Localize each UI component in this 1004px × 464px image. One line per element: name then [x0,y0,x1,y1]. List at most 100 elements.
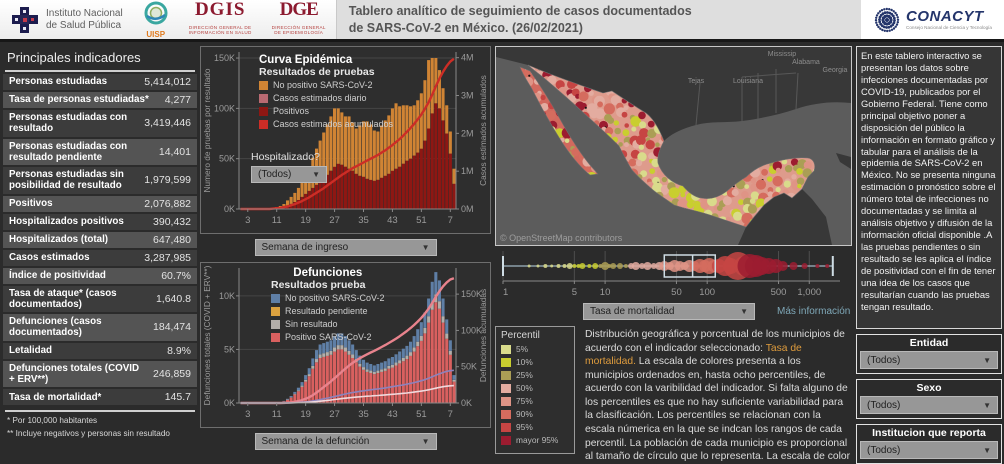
chevron-down-icon: ▼ [421,437,430,446]
indicator-row[interactable]: Hospitalizados positivos 390,432 [3,213,197,232]
percentile-item[interactable]: 5% [501,343,569,356]
svg-text:10: 10 [600,287,611,297]
indicator-value: 390,432 [153,215,191,228]
distribution-strip-plot[interactable]: 1 5 10 50 100 500 1,000 [495,249,850,298]
sidebar-indicators: Principales indicadores Personas estudia… [3,46,197,462]
percentile-item[interactable]: 25% [501,369,569,382]
page-title: Tablero analítico de seguimiento de caso… [348,3,692,35]
svg-text:5: 5 [572,287,577,297]
indicator-row[interactable]: Defunciones (casos documentados) 184,474 [3,314,197,343]
chevron-down-icon: ▼ [983,445,991,455]
filter-title: Institucion que reporta [872,427,986,439]
indicator-label: Tasa de personas estudiadas* [9,94,149,106]
indicator-row[interactable]: Personas estudiadas con resultado pendie… [3,138,197,168]
svg-text:5K: 5K [224,344,235,354]
dge-logo-text: DGE [279,0,319,20]
indicator-label: Personas estudiadas con resultado [9,112,128,135]
percentile-item[interactable]: 50% [501,382,569,395]
percentile-item[interactable]: 10% [501,356,569,369]
hospitalized-dropdown[interactable]: (Todos) ▼ [251,166,327,183]
chevron-down-icon: ▼ [312,170,320,179]
insp-name: Instituto Nacional de Salud Pública [46,8,123,31]
percentile-legend: Percentil 5% 10% 25% 50% 75% 90% 95% may… [495,326,575,454]
filter-title: Entidad [909,337,949,349]
footnote-1: * Por 100,000 habitantes [7,416,98,426]
week-death-dropdown[interactable]: Semana de la defunción ▼ [254,433,437,450]
insp-logo-icon [12,6,38,33]
filter-dropdown[interactable]: (Todos) ▼ [860,396,998,414]
svg-text:10K: 10K [219,291,235,301]
info-text-panel: En este tablero interactivo se presentan… [856,46,1002,329]
svg-text:1,000: 1,000 [797,287,821,297]
svg-text:3: 3 [245,215,250,226]
svg-text:0K: 0K [461,398,472,408]
filter-entidad: Entidad (Todos) ▼ [856,334,1002,374]
svg-text:51: 51 [416,215,427,226]
dgis-logo-block: DGIS DIRECCIÓN GENERAL DE INFORMACIÓN EN … [179,0,262,39]
svg-text:11: 11 [272,215,282,226]
indicator-value: 2,076,882 [144,197,191,210]
percentile-item[interactable]: mayor 95% [501,434,569,447]
svg-text:1: 1 [503,287,508,297]
svg-text:Casos estimados acumulados: Casos estimados acumulados [478,75,488,186]
indicator-value: 4,277 [164,94,191,106]
week-admission-dropdown[interactable]: Semana de ingreso ▼ [254,239,437,256]
indicator-label: Personas estudiadas con resultado pendie… [9,140,128,163]
mortality-rate-dropdown[interactable]: Tasa de mortalidad ▼ [583,303,755,320]
indicator-row[interactable]: Personas estudiadas 5,414,012 [3,74,197,92]
indicator-row[interactable]: Personas estudiadas sin posibilidad de r… [3,167,197,196]
deaths-chart[interactable]: 0K 5K 10K 0K 50K 100K 150K 3 11 19 27 35 43 51 7 Defunc… [201,263,490,427]
svg-text:43: 43 [387,215,398,226]
selected-indicator-highlight: Tasa de mortalidad. [585,342,802,368]
percentile-item[interactable]: 90% [501,408,569,421]
indicator-value: 8.9% [167,344,191,357]
indicator-row[interactable]: Tasa de personas estudiadas* 4,277 [3,92,197,110]
uisp-logo-block: UISP [133,0,179,39]
indicator-row[interactable]: Positivos 2,076,882 [3,195,197,214]
indicator-value: 5,414,012 [144,76,191,88]
indicator-row[interactable]: Hospitalizados (total) 647,480 [3,231,197,250]
indicator-value: 3,419,446 [144,117,191,130]
filter-dropdown[interactable]: (Todos) ▼ [860,351,998,369]
indicator-row[interactable]: Defunciones totales (COVID + ERV**) 246,… [3,360,197,390]
percentile-swatch [501,410,511,420]
svg-text:Defunciones totales (COVID + E: Defunciones totales (COVID + ERV**) [202,265,212,405]
indicator-value: 14,401 [158,145,191,158]
filter-title: Sexo [916,382,942,394]
indicator-row[interactable]: Tasa de ataque* (casos documentados) 1,6… [3,285,197,315]
indicator-row[interactable]: Casos estimados 3,287,985 [3,249,197,268]
svg-text:35: 35 [358,409,369,420]
svg-text:43: 43 [387,409,398,420]
more-info-link[interactable]: Más información [777,306,851,317]
indicator-row[interactable]: Personas estudiadas con resultado 3,419,… [3,110,197,139]
conacyt-caption: Consejo Nacional de Ciencia y Tecnología [906,24,992,30]
percentile-swatch [501,384,511,394]
indicator-row[interactable]: Índice de positividad 60.7% [3,267,197,286]
map-panel[interactable]: Tejas Louisiana Mississip Alabama Georgia © … [495,46,852,246]
indicator-label: Índice de positividad [9,269,106,281]
indicator-label: Tasa de mortalidad* [9,391,102,403]
filter-dropdown[interactable]: (Todos) ▼ [860,441,998,459]
indicator-row[interactable]: Letalidad 8.9% [3,342,197,361]
percentile-item[interactable]: 95% [501,421,569,434]
osm-attribution[interactable]: © OpenStreetMap contributors [500,233,623,243]
sidebar-title: Principales indicadores [7,50,141,65]
dge-logo-block: DGE DIRECCIÓN GENERAL DE EPIDEMIOLOGÍA [262,0,336,39]
dge-caption: DIRECCIÓN GENERAL DE EPIDEMIOLOGÍA [271,25,326,35]
indicator-row[interactable]: Tasa de mortalidad* 145.7 [3,389,197,408]
indicator-label: Tasa de ataque* (casos documentados) [9,287,117,310]
deaths-chart-panel[interactable]: 0K 5K 10K 0K 50K 100K 150K 3 11 19 27 35 43 51 7 Defunc… [200,262,491,428]
epidemic-chart[interactable]: 0K 50K 100K 150K 0M 1M 2M 3M 4M 3 11 19 27 35 43 51 7 Num… [201,47,490,233]
epidemic-chart-panel[interactable]: 0K 50K 100K 150K 0M 1M 2M 3M 4M 3 11 19 27 35 43 51 7 Num… [200,46,491,234]
map-description: Distribución geográfica y porcentual de … [585,329,851,463]
dgis-caption: DIRECCIÓN GENERAL DE INFORMACIÓN EN SALUD [188,25,252,35]
svg-text:7: 7 [448,215,453,226]
svg-text:100K: 100K [461,325,482,335]
svg-text:4M: 4M [461,53,474,63]
svg-text:Tejas: Tejas [688,78,705,85]
percentile-item[interactable]: 75% [501,395,569,408]
filter-sexo: Sexo (Todos) ▼ [856,379,1002,419]
indicator-value: 145.7 [164,391,191,404]
svg-text:27: 27 [329,409,340,420]
